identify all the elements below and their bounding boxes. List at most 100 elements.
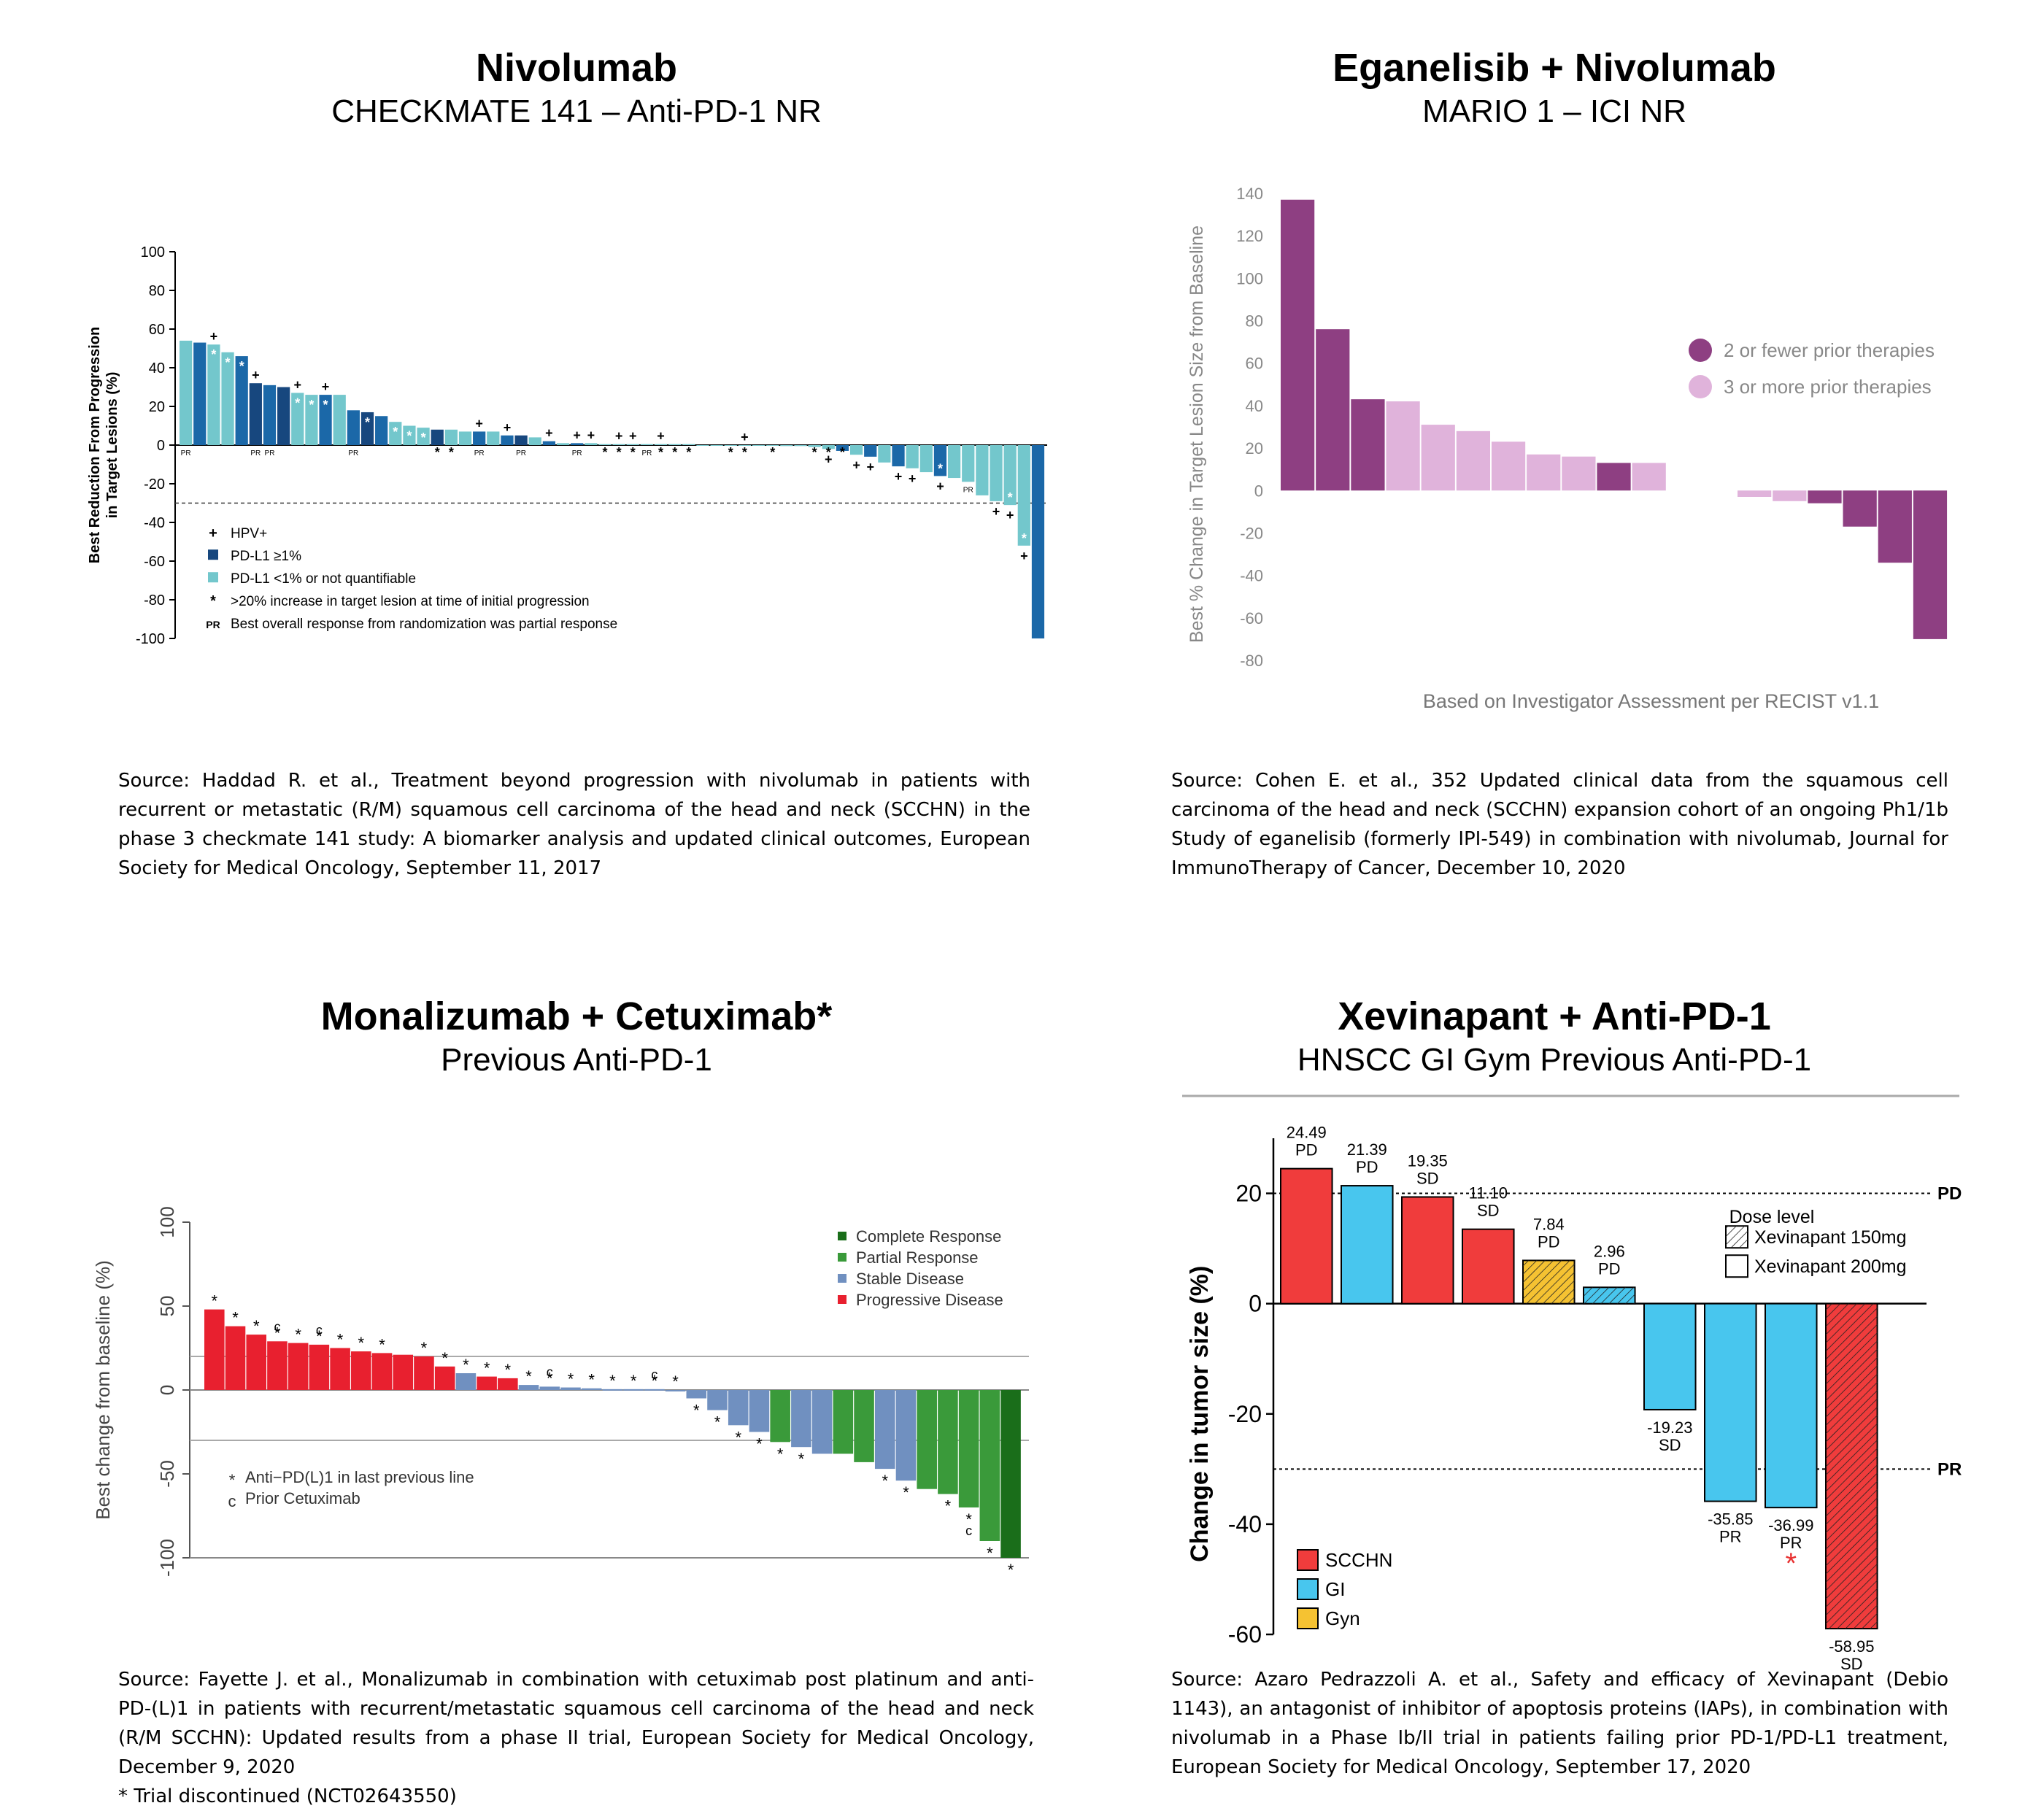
bar	[225, 1326, 246, 1390]
bar	[417, 428, 430, 445]
legend-label: SCCHN	[1325, 1549, 1392, 1571]
pr-marker: PR	[181, 449, 191, 457]
legend-swatch	[838, 1295, 846, 1304]
bar	[1491, 441, 1526, 491]
legend-label: Gyn	[1325, 1607, 1360, 1629]
bar	[933, 445, 947, 476]
y-tick-label: -100	[156, 1539, 178, 1577]
hpv-marker: +	[294, 377, 302, 392]
value-label: 21.39	[1347, 1140, 1387, 1159]
star-marker: *	[239, 359, 244, 374]
legend-swatch	[838, 1232, 846, 1240]
response-label: SD	[1659, 1436, 1681, 1454]
bar	[906, 445, 919, 468]
bar	[811, 1390, 833, 1454]
response-label: PD	[1598, 1259, 1621, 1278]
star-marker: *	[449, 445, 454, 460]
bar	[1808, 490, 1842, 503]
hpv-marker: +	[936, 479, 944, 493]
y-tick-label: 20	[1235, 1181, 1262, 1207]
pr-marker: PR	[265, 449, 275, 457]
bar	[849, 445, 863, 455]
hpv-marker: +	[825, 452, 833, 466]
y-tick-label: 60	[149, 322, 165, 338]
bar	[938, 1390, 958, 1494]
hpv-marker: +	[545, 426, 553, 441]
bar	[1000, 1390, 1021, 1558]
star-marker: *	[316, 1327, 323, 1345]
y-tick-label: 0	[1254, 482, 1263, 500]
dose-legend-title: Dose level	[1729, 1207, 1815, 1227]
legend-swatch	[1689, 339, 1712, 362]
legend-marker: *	[229, 1471, 236, 1489]
bar	[581, 1388, 602, 1390]
bar	[473, 431, 486, 445]
star-marker: *	[547, 1369, 553, 1387]
bar	[1704, 1302, 1757, 1502]
legend-label: Stable Disease	[856, 1270, 964, 1288]
y-axis-title: Best change from baseline (%)	[92, 1260, 114, 1520]
bar	[1597, 463, 1631, 491]
bar	[360, 412, 374, 445]
footnote: * Trial discontinued (NCT02643550)	[118, 1785, 457, 1807]
star-marker: *	[756, 1435, 763, 1453]
star-marker: *	[938, 461, 943, 476]
bar	[455, 1373, 477, 1390]
star-marker: *	[630, 1372, 637, 1390]
value-label: -36.99	[1768, 1516, 1813, 1534]
star-marker: *	[840, 445, 845, 460]
pr-marker: PR	[474, 449, 485, 457]
hpv-marker: +	[573, 428, 581, 442]
bar	[1913, 490, 1948, 639]
bar	[498, 1378, 518, 1390]
star-marker: *	[441, 1349, 448, 1367]
response-label: SD	[1840, 1655, 1863, 1671]
star-marker: *	[253, 1317, 260, 1335]
bar	[375, 416, 388, 445]
hpv-marker: +	[615, 429, 623, 444]
legend-label: Progressive Disease	[856, 1291, 1003, 1309]
star-marker: *	[1008, 490, 1013, 505]
y-tick-label: -80	[1240, 652, 1263, 670]
star-marker: *	[609, 1372, 616, 1390]
bar	[528, 437, 541, 445]
y-tick-label: -60	[144, 554, 165, 570]
legend-marker: *	[210, 593, 216, 609]
star-marker: *	[1785, 1548, 1797, 1580]
star-marker: *	[379, 1335, 385, 1354]
bar	[990, 445, 1003, 501]
hpv-marker: +	[252, 368, 260, 382]
y-tick-label: 120	[1236, 227, 1263, 245]
source-text: Source: Cohen E. et al., 352 Updated cli…	[1171, 770, 1948, 879]
chart-eganelisib: 140 120 100 80 60 40 20 0 -20 -40 -60 -80 Best % Cha…	[1187, 185, 1948, 712]
bar	[1386, 401, 1420, 491]
star-marker: *	[714, 1413, 721, 1432]
star-marker: *	[337, 1331, 344, 1349]
bar	[1738, 490, 1772, 497]
star-marker: *	[463, 1356, 469, 1374]
star-marker: *	[1008, 1561, 1014, 1579]
bar	[668, 444, 682, 445]
bar	[1562, 456, 1596, 491]
bar	[976, 445, 989, 495]
source-text: Source: Haddad R. et al., Treatment beyo…	[118, 770, 1030, 879]
bar	[458, 431, 472, 445]
y-axis-title: Best Reduction From Progression in Target…	[87, 327, 120, 564]
legend-label: 2 or fewer prior therapies	[1724, 339, 1935, 361]
bar	[1281, 199, 1315, 491]
response-label: PR	[1719, 1528, 1742, 1546]
bar	[330, 1348, 350, 1390]
bar	[207, 344, 220, 445]
bar	[598, 444, 612, 445]
bar	[267, 1341, 288, 1390]
star-marker: *	[965, 1510, 972, 1529]
bar	[854, 1390, 874, 1462]
dose-swatch-hatch	[1726, 1226, 1748, 1248]
bar	[707, 1390, 728, 1410]
bar	[1341, 1185, 1394, 1305]
bar	[1527, 454, 1561, 491]
cetuximab-marker: c	[274, 1319, 280, 1334]
value-label: -35.85	[1708, 1510, 1753, 1529]
bar	[612, 444, 625, 445]
y-axis-title: Change in tumor size (%)	[1186, 1266, 1214, 1562]
